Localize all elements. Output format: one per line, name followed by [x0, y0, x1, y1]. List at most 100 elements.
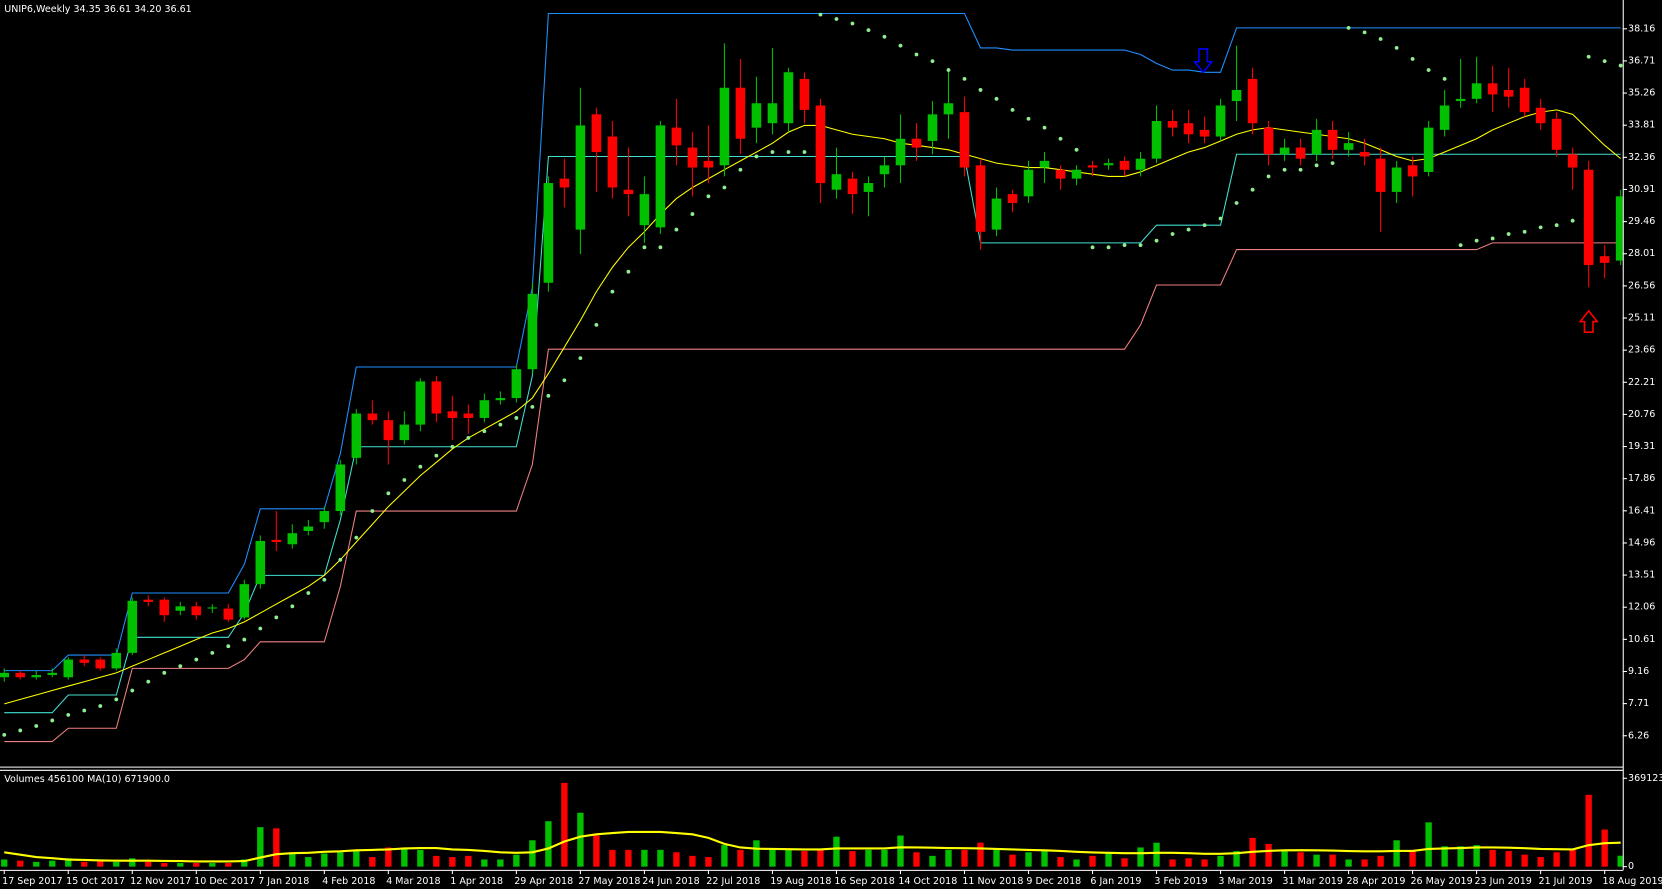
candle-body — [1311, 129, 1322, 155]
candle-body — [1183, 123, 1194, 135]
volume-bar — [385, 847, 392, 867]
candle-body — [1343, 143, 1354, 150]
x-tick-label: 22 Jul 2018 — [706, 876, 760, 887]
volume-bar — [161, 863, 168, 867]
sar-dot — [1330, 161, 1335, 166]
sar-dot — [1474, 238, 1479, 243]
sar-dot — [450, 444, 455, 449]
candle-body — [1439, 105, 1450, 130]
candle-body — [895, 138, 906, 166]
candle-body — [15, 672, 26, 678]
candle-body — [335, 464, 346, 512]
sar-dot — [1170, 232, 1175, 236]
candle-body — [783, 72, 794, 124]
candle-body — [623, 189, 634, 195]
volume-bar — [1553, 852, 1560, 867]
sar-dot — [66, 713, 71, 717]
x-tick-label: 24 Jun 2018 — [642, 876, 699, 887]
sar-dot — [946, 68, 951, 72]
sar-dot — [1250, 187, 1255, 192]
sar-dot — [130, 688, 135, 693]
volume-bar — [1569, 849, 1576, 867]
volume-tick-label: 0 — [1628, 861, 1634, 872]
y-tick-label: 13.51 — [1628, 570, 1655, 581]
y-tick-label: 6.26 — [1628, 730, 1649, 741]
sar-dot — [434, 453, 439, 458]
sar-dot — [1138, 243, 1143, 248]
x-tick-label: 1 Apr 2018 — [450, 876, 503, 887]
volume-bar — [129, 858, 136, 867]
volume-bar — [561, 782, 568, 867]
volume-bar — [1073, 859, 1080, 867]
y-tick-label: 28.01 — [1628, 248, 1655, 259]
sar-dot — [18, 728, 23, 733]
sar-dot — [226, 644, 231, 649]
volume-bar — [721, 845, 728, 867]
candle-body — [1503, 89, 1514, 97]
sar-dot — [658, 245, 663, 250]
volume-bar — [833, 836, 840, 867]
sar-dot — [386, 491, 391, 496]
sar-dot — [1074, 147, 1079, 152]
sar-dot — [642, 245, 647, 250]
volume-bar — [577, 812, 584, 867]
sar-dot — [1442, 76, 1447, 81]
volume-bar — [1537, 857, 1544, 867]
sar-dot — [338, 557, 343, 562]
candle-body — [559, 178, 570, 188]
volume-bar — [305, 857, 312, 867]
sar-dot — [546, 393, 551, 398]
candle-body — [591, 114, 602, 153]
volume-bar — [1, 859, 8, 867]
candle-body — [175, 606, 186, 611]
sar-dot — [898, 43, 903, 48]
volume-bar — [17, 860, 24, 867]
volume-bar — [609, 849, 616, 867]
volume-bar — [465, 855, 472, 867]
y-tick-label: 33.81 — [1628, 120, 1655, 131]
sar-dot — [610, 289, 615, 294]
y-tick-label: 30.91 — [1628, 184, 1655, 195]
candle-body — [607, 136, 618, 188]
volume-tick-label: 3691233 — [1628, 773, 1662, 784]
volume-bar — [1521, 854, 1528, 867]
volume-bar — [97, 860, 104, 867]
candle-body — [959, 112, 970, 168]
volume-bar — [1345, 859, 1352, 867]
candle-body — [1263, 127, 1274, 155]
sar-dot — [1314, 163, 1319, 168]
candle-body — [879, 165, 890, 175]
sar-dot — [34, 724, 39, 728]
sar-dot — [2, 732, 7, 737]
volume-bar — [1217, 855, 1224, 867]
indicator-line — [4, 242, 1623, 743]
volume-bar — [513, 854, 520, 867]
sar-dot — [482, 429, 487, 434]
candle-body — [719, 87, 730, 166]
sar-dot — [578, 356, 583, 361]
sar-dot — [1186, 227, 1191, 232]
candle-body — [671, 127, 682, 146]
volume-bar — [913, 852, 920, 867]
sar-dot — [594, 322, 599, 327]
sar-dot — [834, 17, 839, 21]
candle-body — [1599, 256, 1610, 263]
x-tick-label: 4 Feb 2018 — [322, 876, 375, 887]
volume-ma-line — [4, 830, 1621, 863]
candle-body — [1055, 169, 1066, 179]
sar-dot — [1298, 167, 1303, 172]
volume-bar — [1009, 854, 1016, 867]
y-tick-label: 17.86 — [1628, 473, 1655, 484]
volume-bar — [1489, 849, 1496, 867]
y-tick-label: 12.06 — [1628, 602, 1655, 613]
candle-body — [927, 114, 938, 141]
y-tick-label: 32.36 — [1628, 152, 1655, 163]
sar-dot — [98, 704, 103, 708]
x-tick-label: 28 Apr 2019 — [1346, 876, 1405, 887]
volume-bar — [33, 861, 40, 867]
volume-bar — [1505, 851, 1512, 867]
y-tick-label: 7.71 — [1628, 698, 1649, 709]
x-tick-label: 11 Nov 2018 — [962, 876, 1023, 887]
sar-dot — [866, 28, 871, 33]
